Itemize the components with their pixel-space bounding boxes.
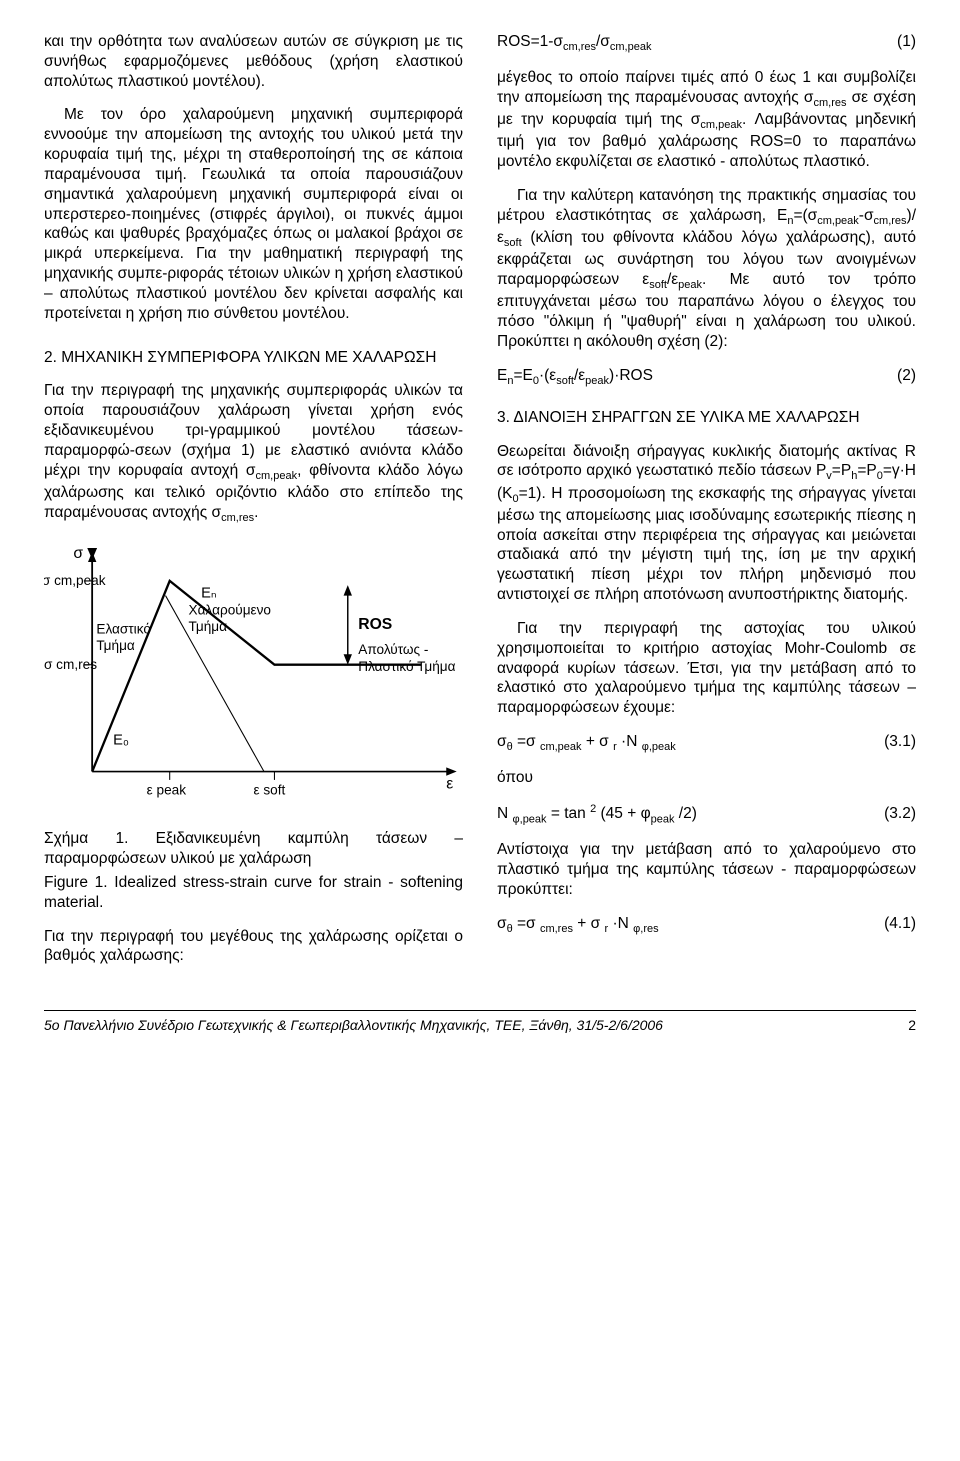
footer-page: 2 (886, 1017, 916, 1035)
right-p4: Για την περιγραφή της αστοχίας του υλικο… (497, 619, 916, 718)
lbl-elastic-b: Τμήμα (96, 638, 135, 653)
right-p3: Θεωρείται διάνοιξη σήραγγας κυκλικής δια… (497, 442, 916, 605)
eq32-num: (3.2) (868, 804, 916, 824)
equation-2: En=E0·(εsoft/εpeak)·ROS (2) (497, 366, 916, 388)
sub-cmres: cm,res (221, 512, 254, 524)
eq2-num: (2) (868, 366, 916, 386)
opou: όπου (497, 768, 916, 788)
eq1-sub2: cm,peak (610, 41, 652, 53)
right-p1: μέγεθος το οποίο παίρνει τιμές από 0 έως… (497, 68, 916, 172)
equation-4-1: σθ =σ cm,res + σ r ·N φ,res (4.1) (497, 914, 916, 936)
lbl-plastic-b: Πλαστικό Τμήμα (358, 659, 455, 674)
lbl-plastic-a: Απολύτως - (358, 642, 428, 657)
figure-1-chart: σ σ cm,peak σ cm,res Ελαστικό Τμήμα Eₙ Χ… (44, 539, 463, 811)
lbl-En: Eₙ (201, 586, 217, 602)
left-p4: Για την περιγραφή του μεγέθους της χαλάρ… (44, 927, 463, 967)
left-column: και την ορθότητα των αναλύσεων αυτών σε … (44, 32, 463, 980)
lbl-eps-soft: ε soft (254, 782, 286, 797)
right-column: ROS=1-σcm,res/σcm,peak (1) μέγεθος το οπ… (497, 32, 916, 980)
right-p5: Αντίστοιχα για την μετάβαση από το χαλαρ… (497, 840, 916, 899)
lbl-sigma-res: σ cm,res (44, 657, 97, 672)
lbl-E0: E₀ (113, 732, 129, 748)
lbl-eps: ε (446, 775, 453, 792)
fig1-caption-gr: Σχήμα 1. Εξιδανικευμένη καμπύλη τάσεων –… (44, 829, 463, 869)
footer-text: 5ο Πανελλήνιο Συνέδριο Γεωτεχνικής & Γεω… (44, 1017, 886, 1035)
eq1-b: /σ (596, 33, 610, 50)
fig1-caption-en: Figure 1. Idealized stress-strain curve … (44, 873, 463, 913)
eq1-num: (1) (868, 32, 916, 52)
lbl-eps-peak: ε peak (147, 782, 187, 797)
sub-cmpeak: cm,peak (256, 470, 298, 482)
equation-1: ROS=1-σcm,res/σcm,peak (1) (497, 32, 916, 54)
lbl-soft-a: Χαλαρούμενο (189, 602, 271, 617)
eq41-num: (4.1) (868, 914, 916, 934)
two-column-layout: και την ορθότητα των αναλύσεων αυτών σε … (44, 32, 916, 980)
eq31-num: (3.1) (868, 732, 916, 752)
lbl-ROS: ROS (358, 616, 392, 633)
left-p3: Για την περιγραφή της μηχανικής συμπεριφ… (44, 381, 463, 524)
left-p2: Με τον όρο χαλαρούμενη μηχανική συμπεριφ… (44, 105, 463, 323)
left-p3c: . (254, 504, 258, 521)
section-3-heading: 3. ΔΙΑΝΟΙΞΗ ΣΗΡΑΓΓΩΝ ΣΕ ΥΛΙΚΑ ΜΕ ΧΑΛΑΡΩΣ… (497, 408, 916, 428)
lbl-sigma-peak: σ cm,peak (44, 573, 106, 588)
left-p1: και την ορθότητα των αναλύσεων αυτών σε … (44, 32, 463, 91)
equation-3-1: σθ =σ cm,peak + σ r ·N φ,peak (3.1) (497, 732, 916, 754)
right-p2: Για την καλύτερη κατανόηση της πρακτικής… (497, 186, 916, 352)
page-footer: 5ο Πανελλήνιο Συνέδριο Γεωτεχνικής & Γεω… (44, 1010, 916, 1035)
equation-3-2: N φ,peak = tan 2 (45 + φpeak /2) (3.2) (497, 802, 916, 826)
lbl-soft-b: Τμήμα (189, 619, 228, 634)
lbl-elastic-a: Ελαστικό (96, 621, 151, 636)
eq1-a: ROS=1-σ (497, 33, 563, 50)
section-2-heading: 2. ΜΗΧΑΝΙΚΗ ΣΥΜΠΕΡΙΦΟΡΑ ΥΛΙΚΩΝ ΜΕ ΧΑΛΑΡΩ… (44, 348, 463, 368)
eq1-sub1: cm,res (563, 41, 596, 53)
lbl-sigma: σ (73, 545, 83, 562)
